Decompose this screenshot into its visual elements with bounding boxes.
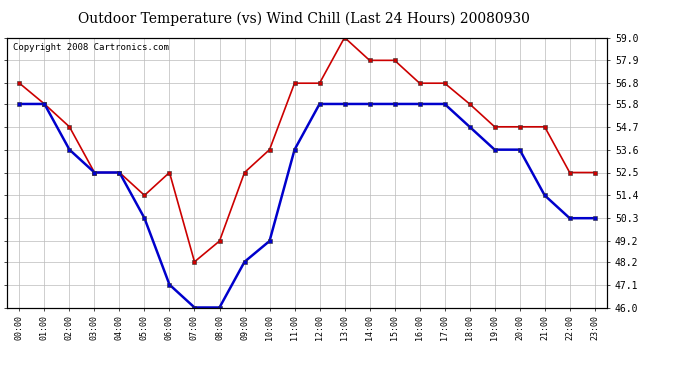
- Text: Copyright 2008 Cartronics.com: Copyright 2008 Cartronics.com: [13, 43, 169, 52]
- Text: Outdoor Temperature (vs) Wind Chill (Last 24 Hours) 20080930: Outdoor Temperature (vs) Wind Chill (Las…: [78, 11, 529, 26]
